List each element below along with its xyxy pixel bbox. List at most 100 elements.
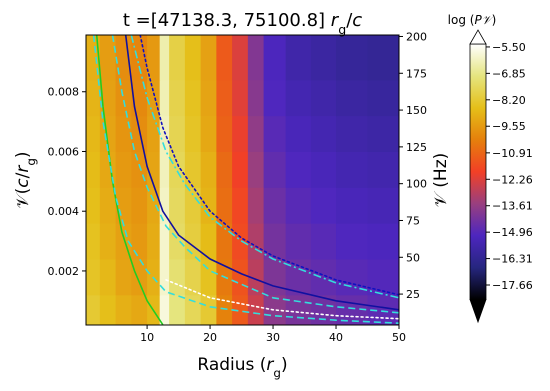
plot-frame <box>85 34 400 326</box>
colorbar-label-part: P𝒱 <box>474 13 495 27</box>
heatmap-cell <box>232 258 249 296</box>
x-axis-label-part: ) <box>281 355 288 375</box>
heatmap-cell <box>285 187 312 224</box>
colorbar-tick-label: −10.91 <box>492 147 533 160</box>
colorbar-tick-label: −13.61 <box>492 200 533 213</box>
heatmap-cell <box>115 115 132 152</box>
heatmap-cell <box>232 294 249 325</box>
heatmap-cell <box>115 151 132 188</box>
y2-tick-label: 125 <box>406 141 427 154</box>
heatmap-cell <box>247 223 265 260</box>
heatmap-cell <box>169 258 186 296</box>
heatmap-cell <box>169 294 186 325</box>
curves <box>92 35 399 325</box>
heatmap-cell <box>169 115 186 152</box>
heatmap-cell <box>310 187 337 224</box>
heatmap-cell <box>216 187 233 224</box>
heatmap-cell <box>200 258 217 296</box>
heatmap-cell <box>200 151 217 188</box>
heatmap-cell <box>169 187 186 224</box>
x-axis-label-part: Radius ( <box>197 355 266 375</box>
heatmap-cell <box>310 35 337 81</box>
heatmap-cell <box>232 187 249 224</box>
heatmap-cell <box>86 294 101 325</box>
heatmap-cell <box>99 294 117 325</box>
heatmap-cell <box>367 79 399 117</box>
y2-tick-label: 75 <box>406 214 420 227</box>
heatmap-cell <box>184 258 202 296</box>
heatmap-cell <box>263 115 287 152</box>
heatmap-cell <box>310 223 337 260</box>
colorbar-tick-label: −8.20 <box>492 94 526 107</box>
heatmap-cell <box>310 79 337 117</box>
labels: 10 20 30 40 50 0.002 0.004 0.006 0.008 25 50 75 100 1… <box>13 10 533 380</box>
colorbar-extend-top <box>469 29 487 45</box>
y2-tick-label: 150 <box>406 104 427 117</box>
y2-tick-label: 50 <box>406 251 420 264</box>
heatmap-cell <box>99 258 117 296</box>
heatmap-cell <box>285 294 312 325</box>
heatmap-cell <box>232 115 249 152</box>
heatmap-cell <box>232 151 249 188</box>
heatmap-cell <box>159 294 170 325</box>
heatmap-cell <box>200 115 217 152</box>
heatmap-cell <box>115 79 132 117</box>
heatmap-cell <box>310 258 337 296</box>
y-axis-label-part: c <box>13 178 33 188</box>
heatmap-cell <box>247 35 265 81</box>
heatmap-cell <box>336 35 369 81</box>
heatmap-cell <box>367 151 399 188</box>
colorbar-tick-label: −9.55 <box>492 120 526 133</box>
curve <box>124 35 399 311</box>
heatmap-cell <box>232 79 249 117</box>
heatmap-cell <box>115 35 132 81</box>
heatmap-cell <box>184 187 202 224</box>
heatmap-cell <box>115 294 132 325</box>
heatmap-cell <box>159 79 170 117</box>
chart-title-part: / <box>346 10 353 31</box>
colorbar-label-part: ) <box>492 13 497 27</box>
heatmap-cell <box>184 294 202 325</box>
heatmap-cell <box>336 79 369 117</box>
y-tick-label: 0.002 <box>48 265 80 278</box>
heatmap-cell <box>367 115 399 152</box>
heatmap-cell <box>159 35 170 81</box>
heatmap-cell <box>200 223 217 260</box>
curve <box>139 35 399 296</box>
heatmap-cell <box>216 294 233 325</box>
heatmap-cell <box>131 223 148 260</box>
heatmap-cell <box>99 223 117 260</box>
heatmap-cell <box>169 151 186 188</box>
heatmap-cell <box>159 151 170 188</box>
y-tick-label: 0.004 <box>48 205 80 218</box>
heatmap-cell <box>200 79 217 117</box>
heatmap-cell <box>367 35 399 81</box>
heatmap-cell <box>247 258 265 296</box>
chart-title-part: g <box>338 22 346 37</box>
heatmap-cell <box>285 223 312 260</box>
heatmap-cell <box>247 151 265 188</box>
heatmap-cell <box>147 187 161 224</box>
colorbar-tick-label: −5.50 <box>492 41 526 54</box>
heatmap-cell <box>86 151 101 188</box>
chart-title: t =[47138.3, 75100.8] rg/c <box>123 10 362 37</box>
x-tick-label: 20 <box>203 331 217 344</box>
heatmap-cell <box>147 223 161 260</box>
heatmap-cell <box>147 115 161 152</box>
x-tick-label: 30 <box>266 331 280 344</box>
heatmap-cell <box>86 79 101 117</box>
y-tick-label: 0.008 <box>48 86 80 99</box>
colorbar-label: log (P𝒱) <box>448 13 497 27</box>
heatmap-cell <box>86 187 101 224</box>
heatmap-cell <box>216 115 233 152</box>
heatmap-cell <box>247 294 265 325</box>
x-tick-label: 10 <box>140 331 154 344</box>
heatmap-cell <box>247 115 265 152</box>
heatmap-cell <box>232 223 249 260</box>
heatmap-cell <box>336 187 369 224</box>
heatmap-cell <box>184 79 202 117</box>
heatmap-cell <box>159 258 170 296</box>
x-axis-label-part: g <box>273 366 281 380</box>
heatmap-cell <box>147 35 161 81</box>
y-axis-label-part: g <box>24 158 38 166</box>
